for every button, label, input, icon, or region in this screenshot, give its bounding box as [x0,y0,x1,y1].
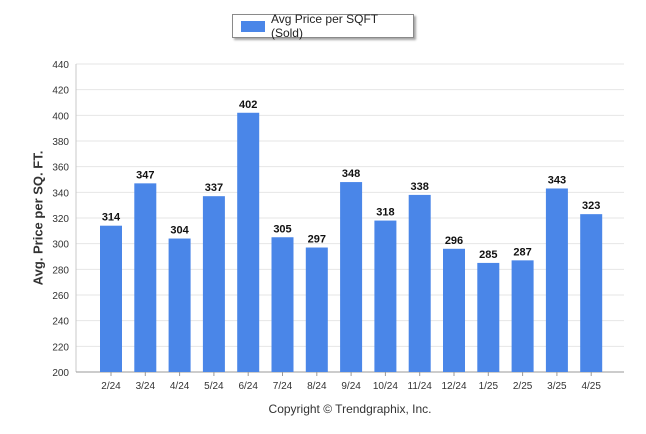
bar [477,262,500,372]
legend-swatch [241,20,265,32]
y-tick-label: 440 [52,60,69,71]
copyright-text: Copyright © Trendgraphix, Inc. [268,402,432,416]
x-tick-label: 2/25 [513,381,533,392]
y-tick-label: 300 [52,240,69,251]
data-label: 347 [136,169,154,181]
data-label: 287 [513,246,531,258]
x-tick-label: 3/25 [547,381,567,392]
bar [545,188,568,372]
x-tick-label: 7/24 [273,381,293,392]
bar [134,183,157,372]
x-tick-label: 3/24 [136,381,156,392]
x-tick-label: 11/24 [408,381,433,392]
y-tick-label: 260 [52,291,69,302]
bar [168,238,191,372]
x-tick-label: 6/24 [238,381,258,392]
x-tick-label: 1/25 [479,381,499,392]
data-label: 285 [479,249,497,261]
x-tick-label: 4/24 [170,381,190,392]
y-tick-label: 340 [52,188,69,199]
bar [443,248,465,372]
data-label: 314 [102,212,121,224]
bar [305,247,328,372]
y-tick-label: 240 [52,317,69,328]
y-tick-label: 320 [52,214,69,225]
y-tick-label: 220 [52,342,69,353]
data-label: 304 [170,225,189,237]
y-tick-label: 380 [52,137,69,148]
legend: Avg Price per SQFT (Sold) [232,12,414,40]
y-tick-label: 400 [52,111,69,122]
legend-label: Avg Price per SQFT (Sold) [270,12,378,40]
bar [271,237,294,372]
y-tick-label: 200 [52,368,69,379]
bar [408,194,431,372]
data-label: 338 [411,181,429,193]
bar [580,214,603,372]
bar [237,112,260,373]
data-label: 402 [239,99,257,111]
data-label: 337 [205,182,223,194]
bar [202,196,225,372]
x-tick-label: 12/24 [441,381,466,392]
x-tick-label: 2/24 [101,381,121,392]
x-tick-label: 4/25 [581,381,601,392]
x-tick-label: 9/24 [341,381,361,392]
data-label: 296 [445,235,463,247]
data-label: 343 [548,174,566,186]
bar [511,260,534,372]
y-tick-label: 280 [52,265,69,276]
x-tick-label: 8/24 [307,381,327,392]
x-tick-label: 10/24 [373,381,398,392]
y-tick-label: 420 [52,86,69,97]
bar [340,182,363,372]
data-label: 297 [308,234,326,246]
bar [374,220,397,372]
data-label: 348 [342,168,360,180]
data-label: 323 [582,200,600,212]
x-tick-label: 5/24 [204,381,224,392]
y-tick-label: 360 [52,163,69,174]
bar [100,225,122,372]
data-label: 318 [376,207,394,219]
data-label: 305 [273,223,291,235]
